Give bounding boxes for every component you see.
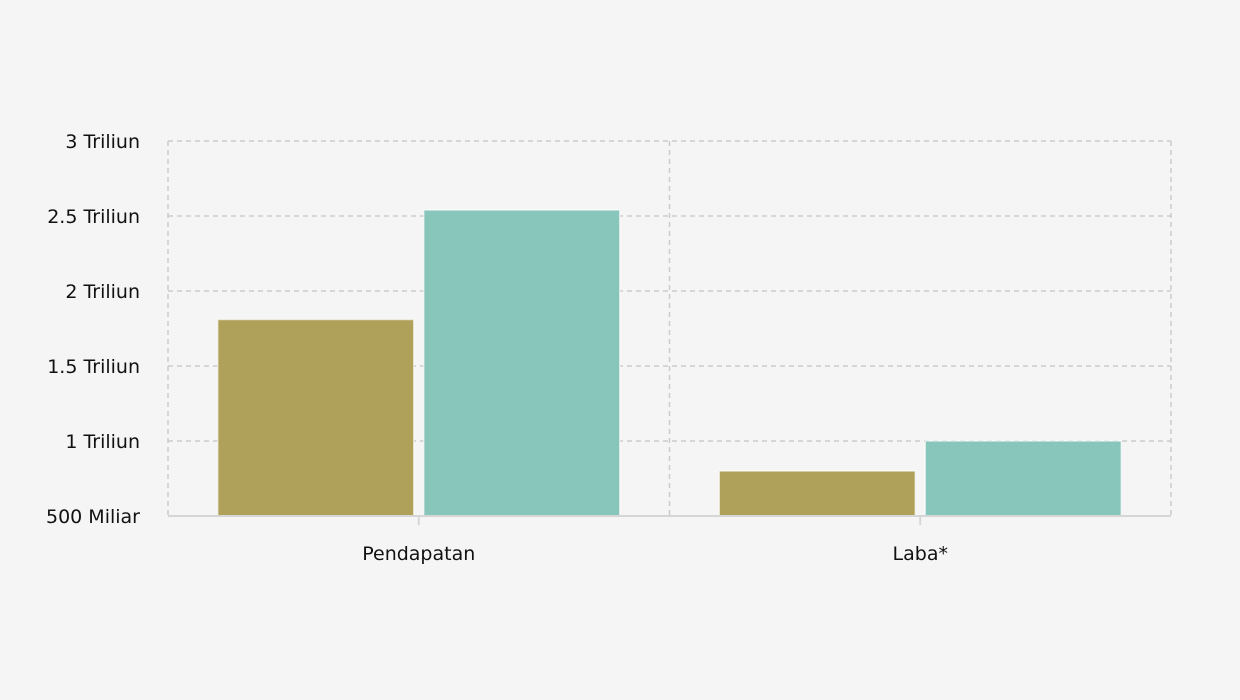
- x-tick-label: Pendapatan: [362, 543, 475, 565]
- x-tick-label: Laba*: [893, 543, 948, 565]
- bar: [423, 209, 621, 517]
- y-tick-label: 2.5 Triliun: [47, 206, 140, 228]
- bar: [217, 318, 415, 517]
- y-tick-label: 1 Triliun: [65, 431, 140, 453]
- y-tick-label: 1.5 Triliun: [47, 356, 140, 378]
- y-tick-label: 500 Miliar: [46, 506, 140, 528]
- bar: [924, 440, 1122, 517]
- y-tick-label: 3 Triliun: [65, 131, 140, 153]
- bar: [718, 470, 916, 517]
- y-tick-label: 2 Triliun: [65, 281, 140, 303]
